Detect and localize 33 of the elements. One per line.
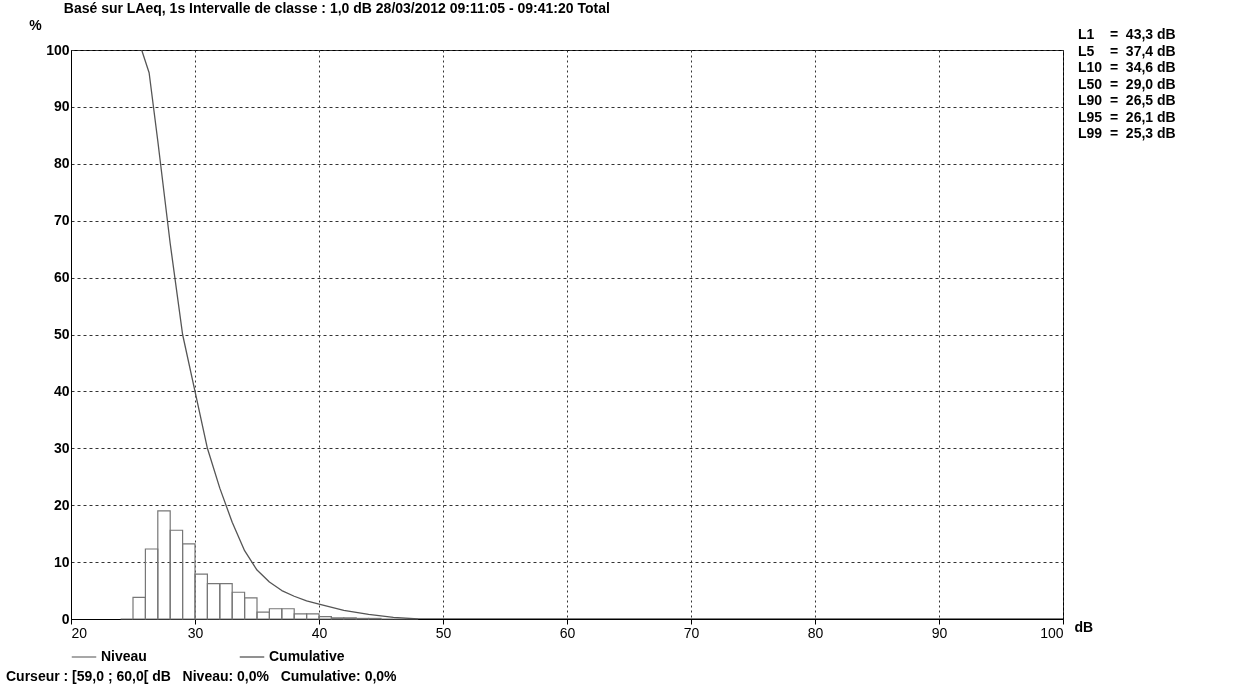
x-tick-label: 60: [559, 624, 576, 641]
x-tick-label: 70: [683, 624, 700, 641]
text: L50 = 29,0 dB: [1078, 75, 1176, 92]
chart-title: Basé sur LAeq, 1s Intervalle de classe : 1,0 dB 28/03/2012 09:11:05 - 09:41:20 Total: [63, 0, 610, 16]
text: L95 = 26,1 dB: [1078, 108, 1176, 125]
y-tick-label: 90: [53, 98, 70, 115]
text: L10 = 34,6 dB: [1078, 59, 1176, 76]
x-tick-label: 90: [931, 624, 948, 641]
x-tick-label: 50: [435, 624, 452, 641]
text: L5 = 37,4 dB: [1078, 42, 1176, 59]
x-tick-label: 20: [71, 624, 88, 641]
legend-label: Niveau: [101, 648, 147, 664]
text: Curseur : [59,0 ; 60,0[ dB Niveau: 0,0% Cumulative: 0,0%: [6, 668, 397, 684]
text: L1 = 43,3 dB: [1078, 26, 1176, 43]
y-tick-label: 20: [53, 496, 70, 513]
x-tick-label: 80: [807, 624, 824, 641]
y-tick-label: 50: [53, 326, 70, 342]
text: L99 = 25,3 dB: [1078, 125, 1176, 142]
x-tick-label: 40: [311, 624, 328, 641]
y-tick-label: 30: [53, 439, 70, 456]
x-axis-title: dB: [1074, 618, 1094, 635]
y-tick-label: 40: [53, 382, 70, 399]
y-tick-label: 0: [61, 610, 70, 627]
y-tick-label: 80: [53, 155, 70, 172]
y-tick-label: 60: [53, 269, 70, 286]
x-tick-label: 100: [1040, 624, 1064, 641]
y-axis-title: %: [29, 16, 43, 33]
y-tick-label: 10: [53, 553, 70, 570]
y-tick-label: 100: [46, 41, 70, 58]
legend-label: Cumulative: [269, 648, 345, 664]
y-tick-label: 70: [53, 212, 70, 229]
text: L90 = 26,5 dB: [1078, 92, 1176, 109]
x-tick-label: 30: [187, 624, 204, 641]
